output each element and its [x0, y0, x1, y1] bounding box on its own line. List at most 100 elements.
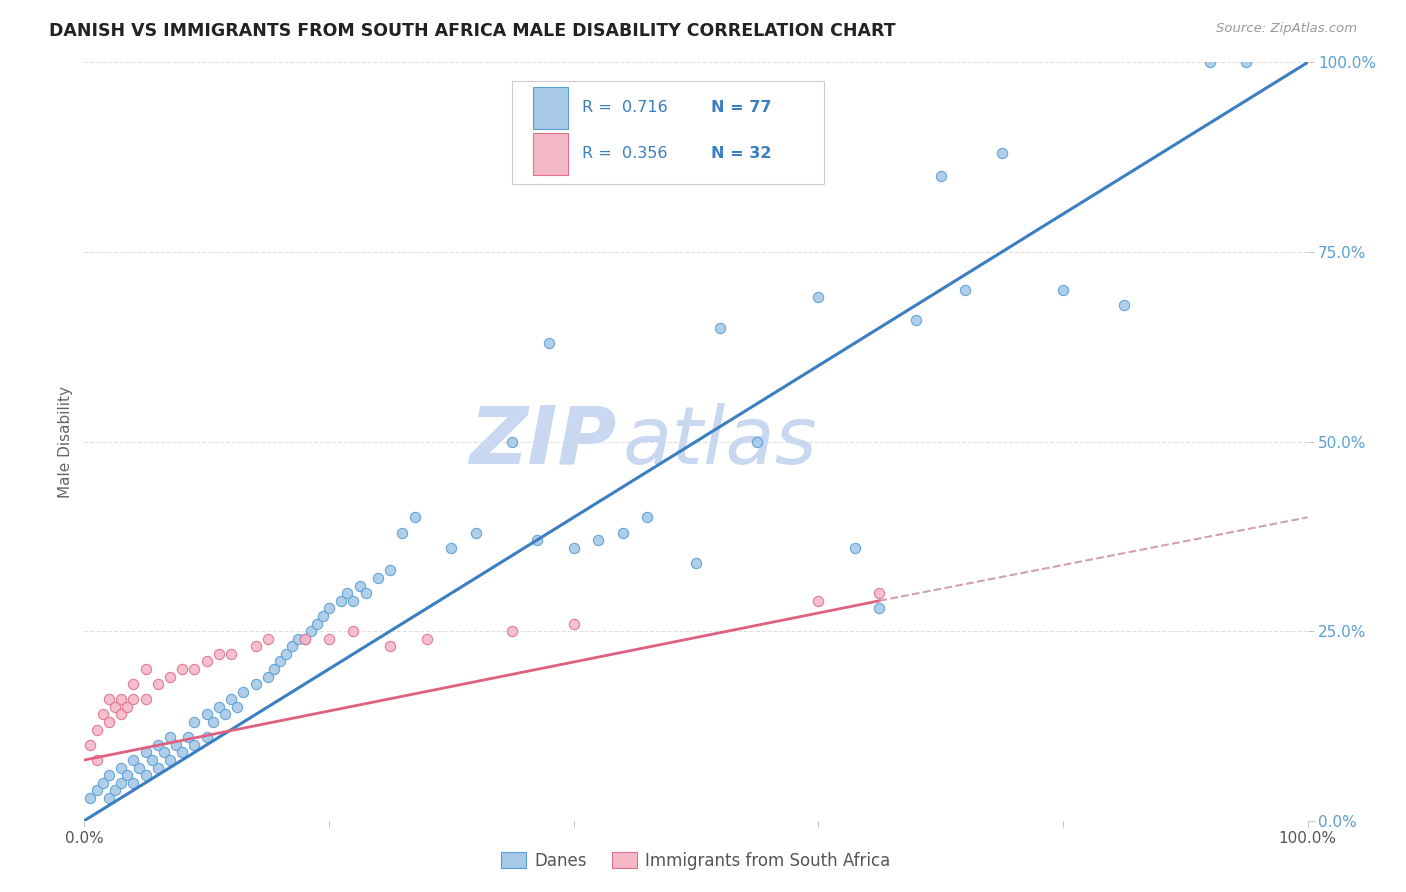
Point [214, 707, 236, 722]
Point [146, 677, 169, 691]
Point [562, 541, 585, 555]
Point [1198, 55, 1220, 70]
Point [104, 699, 127, 714]
Point [195, 707, 218, 722]
Point [318, 601, 340, 615]
Point [354, 586, 377, 600]
Point [953, 283, 976, 297]
Point [586, 533, 609, 548]
FancyBboxPatch shape [533, 87, 568, 129]
Point [367, 571, 389, 585]
Point [135, 692, 157, 706]
Point [318, 632, 340, 646]
Text: ZIP: ZIP [470, 402, 616, 481]
Point [342, 624, 364, 639]
Point [245, 639, 267, 653]
Point [562, 616, 585, 631]
Point [844, 541, 866, 555]
Point [110, 692, 132, 706]
Legend: Danes, Immigrants from South Africa: Danes, Immigrants from South Africa [495, 846, 897, 877]
Point [305, 616, 328, 631]
Point [208, 699, 231, 714]
Point [219, 647, 242, 661]
Point [97, 768, 120, 782]
Point [159, 730, 181, 744]
Text: atlas: atlas [623, 402, 817, 481]
Point [342, 594, 364, 608]
Point [232, 685, 254, 699]
Point [991, 146, 1014, 161]
Point [219, 692, 242, 706]
Point [86, 753, 108, 767]
Point [86, 783, 108, 797]
Point [146, 738, 169, 752]
Point [1236, 55, 1258, 70]
Point [159, 753, 181, 767]
Point [294, 632, 316, 646]
Point [312, 608, 335, 623]
FancyBboxPatch shape [533, 133, 568, 175]
Point [502, 624, 524, 639]
Point [807, 594, 830, 608]
FancyBboxPatch shape [513, 81, 824, 184]
Point [86, 723, 108, 737]
Point [294, 632, 316, 646]
Point [122, 692, 145, 706]
Point [153, 746, 176, 760]
Point [177, 730, 200, 744]
Point [464, 525, 486, 540]
Point [807, 291, 830, 305]
Point [257, 669, 280, 683]
Point [135, 768, 157, 782]
Point [391, 525, 413, 540]
Point [269, 655, 291, 669]
Point [380, 564, 402, 578]
Point [115, 768, 138, 782]
Point [685, 556, 707, 570]
Point [869, 601, 891, 615]
Text: DANISH VS IMMIGRANTS FROM SOUTH AFRICA MALE DISABILITY CORRELATION CHART: DANISH VS IMMIGRANTS FROM SOUTH AFRICA M… [49, 22, 896, 40]
Point [122, 677, 145, 691]
Point [502, 434, 524, 449]
Point [929, 169, 952, 184]
Point [91, 776, 114, 790]
Point [183, 715, 205, 730]
Point [91, 707, 114, 722]
Point [146, 760, 169, 774]
Point [1052, 283, 1074, 297]
Point [526, 533, 548, 548]
Point [538, 335, 561, 350]
Point [135, 746, 157, 760]
Point [115, 699, 138, 714]
Point [195, 655, 218, 669]
Point [281, 639, 304, 653]
Point [404, 510, 426, 524]
Point [183, 662, 205, 676]
Point [208, 647, 231, 661]
Point [226, 699, 249, 714]
Text: N = 77: N = 77 [710, 101, 770, 115]
Point [380, 639, 402, 653]
Point [263, 662, 285, 676]
Point [79, 738, 101, 752]
Point [747, 434, 769, 449]
Point [330, 594, 353, 608]
Point [287, 632, 309, 646]
Point [636, 510, 658, 524]
Point [440, 541, 463, 555]
Point [159, 669, 181, 683]
Point [276, 647, 298, 661]
Point [141, 753, 163, 767]
Point [612, 525, 634, 540]
Point [122, 776, 145, 790]
Point [135, 662, 157, 676]
Point [104, 783, 127, 797]
Y-axis label: Male Disability: Male Disability [58, 385, 73, 498]
Point [122, 753, 145, 767]
Point [349, 579, 371, 593]
Text: R =  0.356: R = 0.356 [582, 146, 668, 161]
Point [172, 662, 194, 676]
Point [110, 776, 132, 790]
Point [110, 760, 132, 774]
Point [195, 730, 218, 744]
